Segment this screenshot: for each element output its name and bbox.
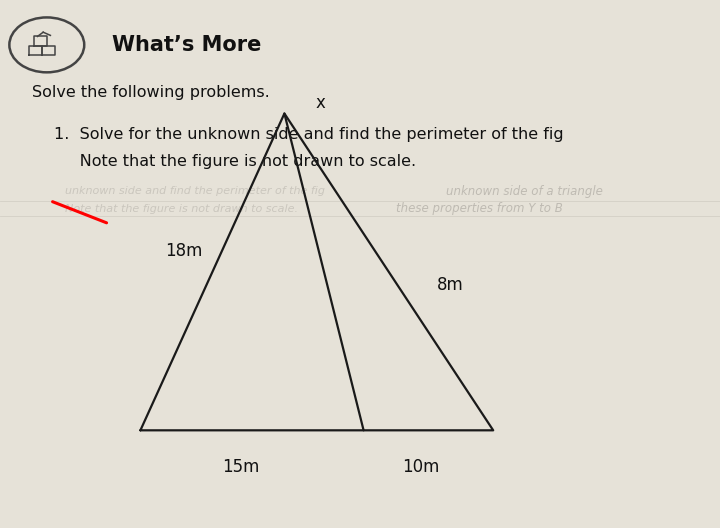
Text: x: x (315, 94, 325, 112)
Text: Solve the following problems.: Solve the following problems. (32, 85, 270, 100)
Text: unknown side and find the perimeter of the fig: unknown side and find the perimeter of t… (65, 186, 325, 196)
Text: What’s More: What’s More (112, 35, 261, 55)
Text: 18m: 18m (165, 242, 202, 260)
Text: Note that the figure is not drawn to scale.: Note that the figure is not drawn to sca… (65, 204, 298, 213)
Text: unknown side of a triangle: unknown side of a triangle (446, 185, 603, 197)
Text: these properties from Y to B: these properties from Y to B (396, 202, 563, 215)
Text: 1.  Solve for the unknown side and find the perimeter of the fig: 1. Solve for the unknown side and find t… (54, 127, 564, 142)
Text: 15m: 15m (222, 458, 260, 476)
Text: 10m: 10m (402, 458, 440, 476)
Text: 8m: 8m (436, 276, 464, 294)
Text: Note that the figure is not drawn to scale.: Note that the figure is not drawn to sca… (54, 154, 416, 168)
